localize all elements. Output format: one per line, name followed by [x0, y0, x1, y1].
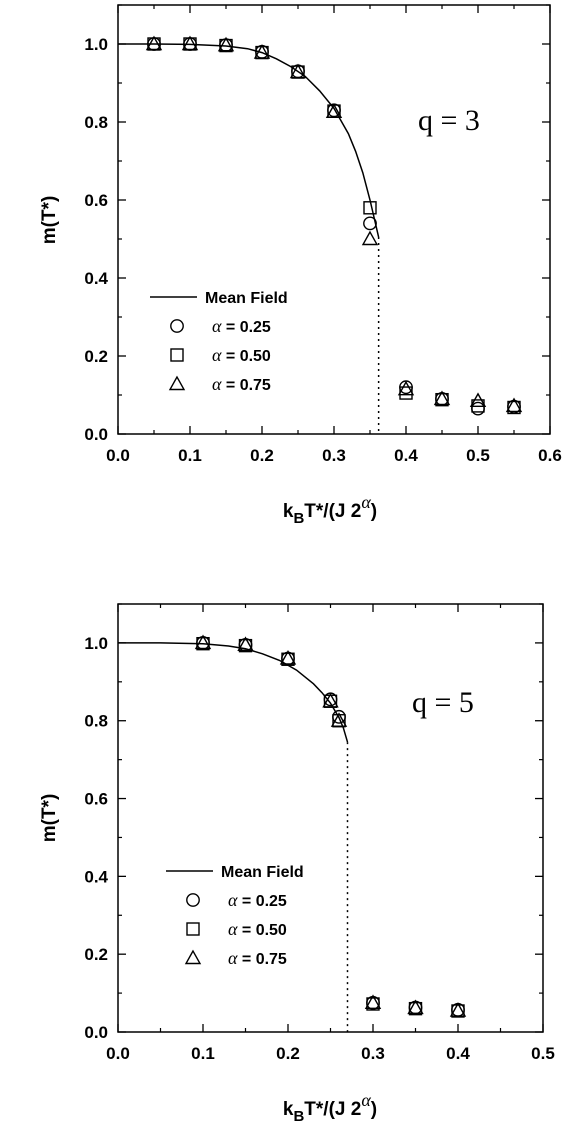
square-point [281, 652, 295, 666]
triangle-point [407, 999, 424, 1015]
x-tick-label: 0.3 [361, 1044, 385, 1063]
legend-label: α = 0.50 [212, 345, 271, 365]
triangle-point [217, 36, 235, 52]
x-tick-label: 0.6 [538, 446, 562, 465]
legend-label: α = 0.50 [228, 919, 287, 939]
triangle-point [449, 1002, 467, 1017]
x-axis-label: kBT*/(J 2α) [283, 492, 377, 527]
triangle-point [433, 390, 451, 406]
legend-label: Mean Field [205, 290, 288, 307]
triangle-point [397, 380, 415, 396]
legend-label: α = 0.75 [212, 374, 271, 394]
y-tick-label: 1.0 [84, 634, 108, 653]
y-tick-label: 0.6 [84, 790, 108, 809]
x-tick-label: 0.3 [322, 446, 346, 465]
mean-field-line [118, 642, 349, 743]
legend-square-marker [170, 348, 184, 362]
x-tick-label: 0.4 [446, 1044, 470, 1063]
legend-square-marker [186, 922, 200, 936]
x-tick-label: 0.0 [106, 1044, 130, 1063]
legend-circle-marker [170, 319, 184, 333]
legend-triangle-marker [184, 949, 202, 965]
q-annotation: q = 5 [412, 686, 474, 719]
legend-label: Mean Field [221, 864, 304, 881]
legend-circle-marker [186, 893, 200, 907]
triangle-point [469, 392, 487, 408]
plot-frame [117, 603, 544, 1033]
legend-label: α = 0.25 [228, 890, 287, 910]
legend-label: α = 0.75 [228, 948, 287, 968]
legend-label: α = 0.25 [212, 316, 271, 336]
triangle-point [237, 636, 254, 652]
square-point [196, 636, 210, 651]
triangle-point [322, 692, 339, 708]
triangle-point [289, 63, 307, 79]
x-tick-label: 0.2 [276, 1044, 300, 1063]
q-annotation: q = 3 [418, 104, 480, 137]
y-tick-label: 0.4 [84, 867, 108, 886]
square-point [507, 400, 521, 415]
plot-frame [117, 4, 551, 435]
circle-point [471, 401, 485, 416]
y-axis-label: m(T*) [39, 196, 60, 245]
triangle-point [505, 397, 523, 413]
triangle-point [361, 230, 379, 246]
triangle-point [194, 634, 212, 650]
square-point [366, 997, 380, 1011]
chart-panel-q5: 0.0 0.1 0.2 0.3 0.4 0.5 0.0 0.2 0.4 0.6 0.8 1.0 q = … [39, 603, 555, 1125]
y-tick-label: 0.2 [84, 347, 108, 366]
square-point [238, 638, 253, 653]
x-tick-label: 0.1 [191, 1044, 215, 1063]
x-tick-label: 0.2 [250, 446, 274, 465]
y-axis-label: m(T*) [39, 794, 60, 843]
triangle-point [325, 103, 343, 119]
x-tick-label: 0.1 [178, 446, 202, 465]
triangle-point [364, 994, 382, 1010]
square-point [408, 1001, 423, 1016]
chart-panel-q3: 0.0 0.1 0.2 0.3 0.4 0.5 0.6 0.0 0.2 0.4 0.6 0.8 1.0 q… [39, 4, 562, 527]
y-tick-label: 1.0 [84, 35, 108, 54]
triangle-point [330, 712, 348, 727]
x-tick-label: 0.5 [531, 1044, 555, 1063]
y-tick-label: 0.2 [84, 945, 108, 964]
triangle-point [145, 35, 163, 51]
square-point [363, 201, 377, 215]
x-tick-label: 0.5 [466, 446, 490, 465]
square-point [435, 392, 449, 407]
x-tick-label: 0.4 [394, 446, 418, 465]
mean-field-line [118, 43, 380, 238]
y-tick-label: 0.4 [84, 269, 108, 288]
triangle-point [279, 650, 297, 665]
y-tick-label: 0.0 [84, 425, 108, 444]
triangle-point [253, 44, 271, 59]
legend-triangle-marker [168, 375, 186, 391]
y-tick-label: 0.6 [84, 191, 108, 210]
triangle-point [181, 35, 199, 51]
x-axis-label: kBT*/(J 2α) [283, 1090, 377, 1125]
y-tick-label: 0.0 [84, 1023, 108, 1042]
y-tick-label: 0.8 [84, 712, 108, 731]
x-tick-label: 0.0 [106, 446, 130, 465]
y-tick-label: 0.8 [84, 113, 108, 132]
circle-point [363, 216, 377, 231]
